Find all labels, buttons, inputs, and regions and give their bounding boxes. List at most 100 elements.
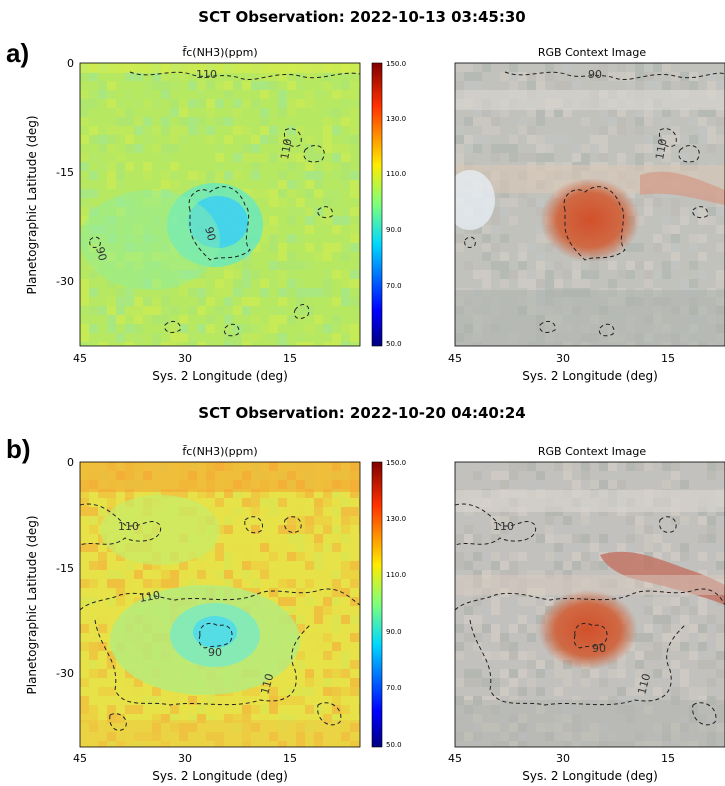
pixel-cell xyxy=(278,498,287,507)
pixel-cell xyxy=(143,189,152,198)
pixel-cell xyxy=(662,678,671,687)
pixel-cell xyxy=(500,471,509,480)
pixel-cell xyxy=(215,570,224,579)
pixel-cell xyxy=(626,669,635,678)
pixel-cell xyxy=(359,525,360,534)
pixel-cell xyxy=(314,606,323,615)
pixel-cell xyxy=(305,678,314,687)
pixel-cell xyxy=(98,669,107,678)
pixel-cell xyxy=(125,324,134,333)
pixel-cell xyxy=(716,543,725,552)
panel-b-contour-label: 110 xyxy=(138,589,161,605)
pixel-cell xyxy=(323,288,332,297)
pixel-cell xyxy=(716,117,725,126)
pixel-cell xyxy=(536,207,545,216)
pixel-cell xyxy=(305,135,314,144)
pixel-cell xyxy=(473,117,482,126)
pixel-cell xyxy=(527,153,536,162)
pixel-cell xyxy=(233,306,242,315)
pixel-cell xyxy=(296,687,305,696)
pixel-cell xyxy=(536,153,545,162)
pixel-cell xyxy=(332,579,341,588)
pixel-cell xyxy=(242,561,251,570)
pixel-cell xyxy=(689,234,698,243)
pixel-cell xyxy=(206,126,215,135)
pixel-cell xyxy=(680,552,689,561)
pixel-cell xyxy=(455,225,464,234)
pixel-cell xyxy=(269,153,278,162)
pixel-cell xyxy=(242,696,251,705)
panel-b-heatmap xyxy=(80,462,360,747)
pixel-cell xyxy=(161,81,170,90)
pixel-cell xyxy=(161,306,170,315)
pixel-cell xyxy=(536,669,545,678)
panel-a-cbtick: 70.0 xyxy=(386,282,402,290)
panel-a-contour-label: 110 xyxy=(653,138,669,161)
pixel-cell xyxy=(233,270,242,279)
pixel-cell xyxy=(107,579,116,588)
pixel-cell xyxy=(626,189,635,198)
pixel-cell xyxy=(233,288,242,297)
pixel-cell xyxy=(455,234,464,243)
pixel-cell xyxy=(350,189,359,198)
pixel-cell xyxy=(464,615,473,624)
pixel-cell xyxy=(323,579,332,588)
pixel-cell xyxy=(644,198,653,207)
pixel-cell xyxy=(296,489,305,498)
pixel-cell xyxy=(89,171,98,180)
pixel-cell xyxy=(491,525,500,534)
pixel-cell xyxy=(161,144,170,153)
pixel-cell xyxy=(716,624,725,633)
pixel-cell xyxy=(635,678,644,687)
pixel-cell xyxy=(536,252,545,261)
pixel-cell xyxy=(671,633,680,642)
pixel-cell xyxy=(305,597,314,606)
pixel-cell xyxy=(473,678,482,687)
pixel-cell xyxy=(455,570,464,579)
pixel-cell xyxy=(125,288,134,297)
pixel-cell xyxy=(536,234,545,243)
panel-b-right-contours xyxy=(454,503,725,726)
pixel-cell xyxy=(341,216,350,225)
pixel-cell xyxy=(500,198,509,207)
pixel-cell xyxy=(188,180,197,189)
pixel-cell xyxy=(473,72,482,81)
pixel-cell xyxy=(572,270,581,279)
pixel-cell xyxy=(260,189,269,198)
pixel-cell xyxy=(98,225,107,234)
pixel-cell xyxy=(296,180,305,189)
pixel-cell xyxy=(653,63,662,72)
pixel-cell xyxy=(305,288,314,297)
pixel-cell xyxy=(572,279,581,288)
pixel-cell xyxy=(170,324,179,333)
panel-b-cbtick: 110.0 xyxy=(386,571,406,579)
panel-b-cbtick: 70.0 xyxy=(386,684,402,692)
pixel-cell xyxy=(80,279,89,288)
pixel-cell xyxy=(545,63,554,72)
pixel-cell xyxy=(464,63,473,72)
pixel-cell xyxy=(509,597,518,606)
pixel-cell xyxy=(143,243,152,252)
pixel-cell xyxy=(518,243,527,252)
pixel-cell xyxy=(98,81,107,90)
pixel-cell xyxy=(473,570,482,579)
pixel-cell xyxy=(626,270,635,279)
pixel-cell xyxy=(680,207,689,216)
pixel-cell xyxy=(89,261,98,270)
pixel-cell xyxy=(269,135,278,144)
pixel-cell xyxy=(482,552,491,561)
pixel-cell xyxy=(644,534,653,543)
pixel-cell xyxy=(455,144,464,153)
pixel-cell xyxy=(188,99,197,108)
pixel-cell xyxy=(590,480,599,489)
pixel-cell xyxy=(527,243,536,252)
pixel-cell xyxy=(251,270,260,279)
pixel-cell xyxy=(125,135,134,144)
pixel-cell xyxy=(287,126,296,135)
pixel-cell xyxy=(161,126,170,135)
pixel-cell xyxy=(296,288,305,297)
pixel-cell xyxy=(644,462,653,471)
pixel-cell xyxy=(590,72,599,81)
pixel-cell xyxy=(707,207,716,216)
pixel-cell xyxy=(563,534,572,543)
